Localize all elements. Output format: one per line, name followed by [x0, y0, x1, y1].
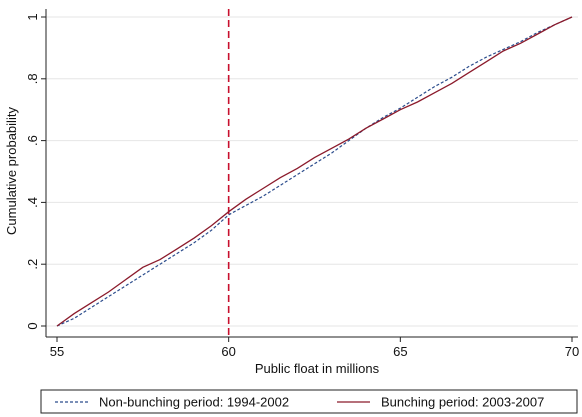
y-tick-label-3: .6	[25, 135, 40, 146]
x-tick-label-3: 70	[565, 344, 579, 359]
x-tick-label-1: 60	[221, 344, 235, 359]
legend-box	[40, 389, 578, 414]
legend: Non-bunching period: 1994-2002 Bunching …	[40, 389, 578, 414]
y-axis-title: Cumulative probability	[4, 107, 19, 235]
gridlines	[46, 16, 578, 327]
y-tick-label-4: .8	[25, 73, 40, 84]
series-layer	[56, 16, 573, 327]
x-axis-title: Public float in millions	[255, 361, 380, 376]
plot-frame	[45, 9, 578, 338]
x-tick-label-0: 55	[50, 344, 64, 359]
y-tick-label-1: .2	[25, 259, 40, 270]
legend-label-bunching: Bunching period: 2003-2007	[381, 395, 544, 410]
x-tick-label-2: 65	[393, 344, 407, 359]
y-tick-label-0: 0	[25, 322, 40, 329]
y-tick-label-5: 1	[25, 13, 40, 20]
series-line-bunching	[56, 16, 573, 327]
axes: 55 60 65 70 0 .2 .4 .6 .8 1	[25, 13, 579, 359]
legend-label-non-bunching: Non-bunching period: 1994-2002	[99, 395, 289, 410]
series-line-non-bunching	[56, 16, 573, 327]
y-tick-label-2: .4	[25, 197, 40, 208]
